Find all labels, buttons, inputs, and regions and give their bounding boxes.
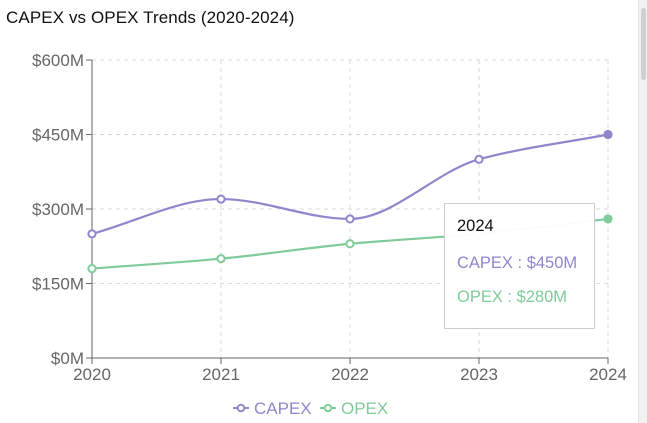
data-point-capex[interactable] [216, 194, 226, 204]
tooltip-title: 2024 [457, 217, 494, 235]
data-point-opex[interactable] [87, 264, 97, 274]
y-tick-label: $600M [32, 51, 84, 70]
legend-item-capex[interactable]: CAPEX [233, 399, 312, 418]
data-point-opex[interactable] [603, 214, 613, 224]
x-tick-label: 2024 [589, 365, 627, 384]
grid-layer [92, 59, 609, 358]
x-tick-label: 2022 [331, 365, 369, 384]
chart-tooltip: 2024 CAPEX : $450M OPEX : $280M [444, 203, 595, 329]
tooltip-opex: OPEX : $280M [457, 288, 568, 306]
data-point-capex[interactable] [603, 129, 613, 140]
legend-marker-icon [236, 403, 246, 413]
x-tick-label: 2021 [202, 365, 240, 384]
y-tick-label: $300M [32, 200, 84, 219]
data-point-capex[interactable] [345, 214, 355, 224]
chart-title: CAPEX vs OPEX Trends (2020-2024) [6, 8, 295, 27]
legend-label: OPEX [341, 399, 388, 418]
data-point-opex[interactable] [345, 239, 355, 249]
legend-marker-icon [323, 403, 333, 413]
y-tick-label: $150M [32, 275, 84, 294]
y-tick-label: $0M [51, 349, 84, 368]
legend-item-opex[interactable]: OPEX [320, 399, 388, 418]
data-point-capex[interactable] [87, 229, 97, 239]
x-tick-label: 2023 [460, 365, 498, 384]
data-point-capex[interactable] [474, 154, 484, 164]
axis-layer: $0M $150M $300M $450M $600M 2020 2021 2022 2023 2… [32, 51, 627, 384]
tooltip-capex: CAPEX : $450M [457, 253, 578, 272]
legend[interactable]: CAPEX OPEX [233, 399, 388, 418]
y-tick-label: $450M [32, 126, 84, 145]
scrollbar-thumb[interactable] [641, 8, 646, 80]
data-point-opex[interactable] [216, 254, 226, 264]
scrollbar[interactable] [638, 0, 647, 423]
x-tick-label: 2020 [73, 365, 111, 384]
legend-label: CAPEX [254, 399, 312, 418]
